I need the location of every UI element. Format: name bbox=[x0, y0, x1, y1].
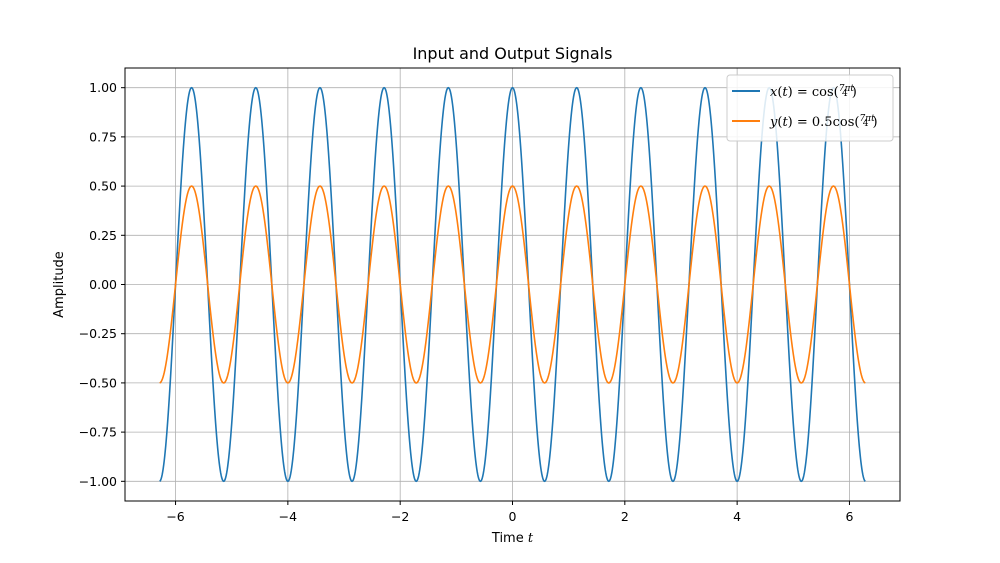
series-layer bbox=[159, 86, 866, 483]
y-tick-label: 0.75 bbox=[89, 129, 117, 144]
legend-box bbox=[726, 74, 894, 142]
y-tick-label: −1.00 bbox=[79, 474, 117, 489]
y-tick-label: −0.50 bbox=[79, 375, 117, 390]
y-tick-label: 0.50 bbox=[89, 179, 117, 194]
legend-label-output: y(t) = 0.5cos(7πt4) bbox=[769, 114, 878, 130]
y-axis: −1.00 −0.75 −0.50 −0.25 0.00 0.25 0.50 0.75 1.00 bbox=[79, 80, 125, 489]
x-axis-title: Time t bbox=[491, 531, 534, 546]
x-axis: −6 −4 −2 0 2 4 6 bbox=[166, 501, 853, 524]
x-tick-label: −2 bbox=[391, 509, 409, 524]
y-tick-label: 0.00 bbox=[89, 277, 117, 292]
y-tick-label: 1.00 bbox=[89, 80, 117, 95]
y-tick-label: 0.25 bbox=[89, 228, 117, 243]
x-tick-label: −6 bbox=[166, 509, 184, 524]
x-tick-label: 6 bbox=[845, 509, 853, 524]
x-tick-label: −4 bbox=[279, 509, 297, 524]
chart-title: Input and Output Signals bbox=[413, 44, 613, 63]
x-tick-label: 2 bbox=[621, 509, 629, 524]
y-tick-label: −0.75 bbox=[79, 425, 117, 440]
y-axis-title: Amplitude bbox=[52, 251, 67, 318]
legend-label-input: x(t) = cos(7πt4) bbox=[770, 84, 857, 100]
y-tick-label: −0.25 bbox=[79, 326, 117, 341]
series-line-output bbox=[159, 185, 866, 384]
series-line-input bbox=[159, 86, 866, 483]
x-tick-label: 0 bbox=[509, 509, 517, 524]
x-tick-label: 4 bbox=[733, 509, 741, 524]
legend: x(t) = cos(7πt4) y(t) = 0.5cos(7πt4) bbox=[726, 74, 894, 142]
